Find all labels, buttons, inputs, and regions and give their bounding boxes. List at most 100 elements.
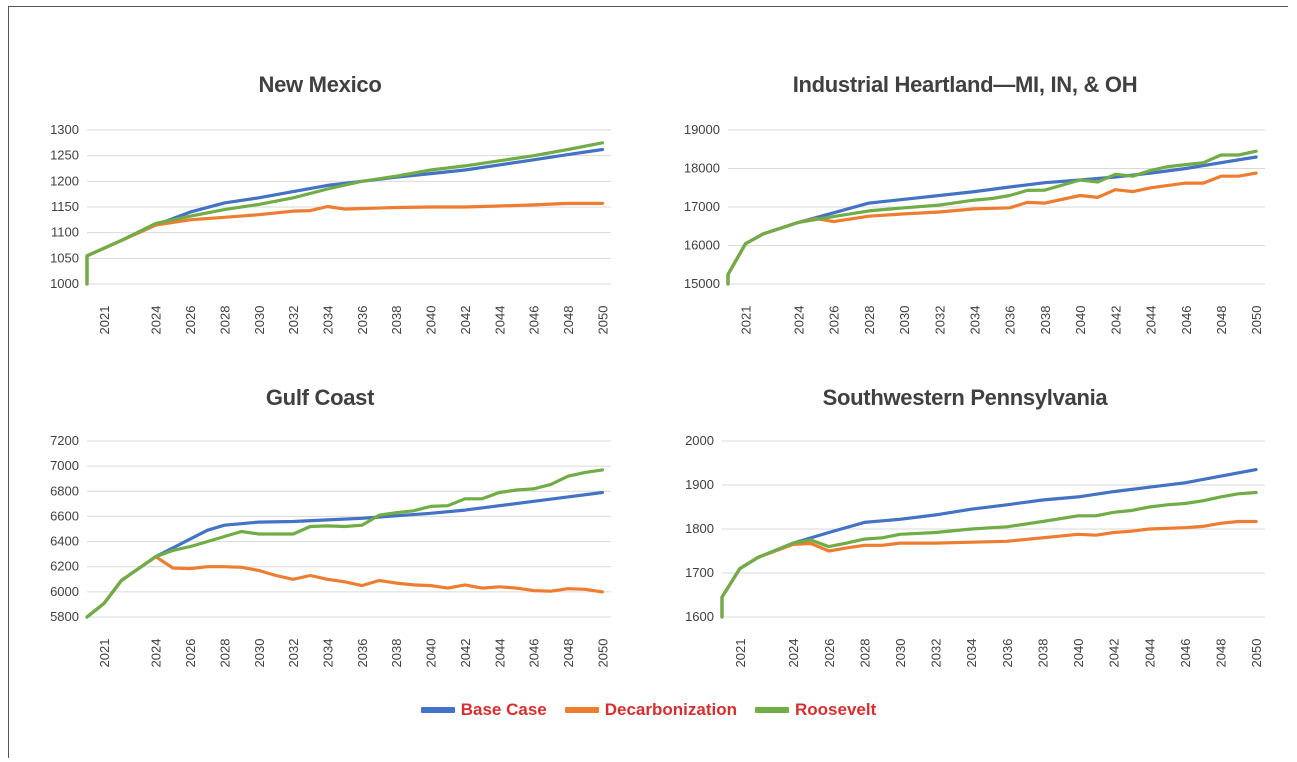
x-tick-label: 2026 — [822, 639, 837, 668]
x-tick-label: 2024 — [786, 639, 801, 668]
x-tick-label: 2028 — [217, 306, 232, 335]
x-tick-label: 2036 — [355, 306, 370, 335]
legend-swatch — [755, 707, 789, 713]
x-tick-label: 2044 — [492, 639, 507, 668]
x-tick-label: 2048 — [561, 306, 576, 335]
series-line-decarbonization — [85, 201, 604, 286]
legend-item-roosevelt: Roosevelt — [755, 700, 876, 720]
x-tick-label: 2034 — [964, 639, 979, 668]
x-tick-label: 2024 — [149, 306, 164, 335]
x-tick-label: 2044 — [1142, 639, 1157, 668]
x-tick-label: 2024 — [149, 639, 164, 668]
y-tick-label: 1700 — [685, 565, 714, 580]
x-tick-label: 2044 — [492, 306, 507, 335]
chart-svg: 5800 6000 6200 6400 6600 6800 7000 7200 2021 2024… — [50, 433, 611, 668]
x-tick-label: 2032 — [932, 306, 947, 335]
legend-label: Base Case — [460, 700, 547, 719]
y-tick-label: 1100 — [51, 225, 79, 240]
x-tick-label: 2050 — [595, 639, 610, 668]
y-tick-label: 6800 — [50, 483, 79, 498]
x-tick-label: 2030 — [252, 639, 267, 668]
legend-item-base-case: Base Case — [420, 700, 547, 720]
legend-swatch — [420, 707, 455, 713]
x-tick-label: 2042 — [1108, 306, 1123, 335]
y-tick-label: 1900 — [685, 477, 714, 492]
y-tick-label: 1800 — [685, 521, 714, 536]
x-tick-label: 2042 — [458, 306, 473, 335]
y-tick-label: 7000 — [50, 458, 79, 473]
x-tick-label: 2034 — [321, 306, 336, 335]
chart-panel-industrial-heartland: Industrial Heartland—MI, IN, & OH 15000 1… — [655, 72, 1275, 372]
y-tick-label: 6000 — [50, 584, 79, 599]
x-tick-label: 2038 — [389, 306, 404, 335]
x-tick-label: 2032 — [929, 639, 944, 668]
x-tick-label: 2021 — [97, 639, 112, 668]
x-tick-label: 2026 — [183, 639, 198, 668]
y-tick-label: 1300 — [50, 122, 79, 137]
x-tick-label: 2021 — [97, 306, 112, 335]
x-tick-label: 2036 — [355, 639, 370, 668]
y-tick-label: 7200 — [50, 433, 79, 448]
x-tick-label: 2040 — [1073, 306, 1088, 335]
y-tick-label: 18000 — [684, 161, 720, 176]
y-tick-label: 6400 — [50, 534, 79, 549]
x-tick-label: 2046 — [527, 639, 542, 668]
x-tick-label: 2038 — [1035, 639, 1050, 668]
y-tick-label: 1200 — [50, 173, 79, 188]
x-tick-label: 2036 — [1000, 639, 1015, 668]
x-tick-label: 2028 — [217, 639, 232, 668]
y-tick-label: 5800 — [50, 609, 79, 624]
series-line-roosevelt — [85, 468, 604, 619]
y-tick-label: 17000 — [684, 199, 720, 214]
x-tick-label: 2036 — [1003, 306, 1018, 335]
chart-svg: 15000 16000 17000 18000 19000 2021 2024 2026 202… — [684, 122, 1265, 335]
x-tick-label: 2046 — [1179, 306, 1194, 335]
legend-swatch — [564, 707, 599, 713]
x-tick-label: 2044 — [1144, 306, 1159, 335]
y-tick-label: 6600 — [50, 508, 79, 523]
chart-svg: 1000 1050 1100 1150 1200 1250 1300 2021 2024 2026… — [50, 122, 611, 335]
x-tick-label: 2038 — [389, 639, 404, 668]
x-tick-label: 2030 — [893, 639, 908, 668]
series-line-decarbonization — [720, 519, 1258, 619]
x-tick-label: 2030 — [252, 306, 267, 335]
series-line-decarbonization — [85, 555, 604, 619]
y-tick-label: 19000 — [684, 122, 720, 137]
x-tick-label: 2048 — [1214, 306, 1229, 335]
x-tick-label: 2040 — [424, 639, 439, 668]
series-line-roosevelt — [85, 141, 604, 286]
x-tick-label: 2042 — [1107, 639, 1122, 668]
x-tick-label: 2034 — [321, 639, 336, 668]
chart-title: New Mexico — [258, 72, 382, 97]
y-tick-label: 1150 — [51, 199, 79, 214]
x-tick-label: 2040 — [424, 306, 439, 335]
chart-svg: 1600 1700 1800 1900 2000 2021 2024 2026 2028 2030… — [685, 433, 1265, 668]
y-tick-label: 6200 — [50, 559, 79, 574]
chart-panel-gulf-coast: Gulf Coast 5800 6000 6200 6400 6600 6800 7000 7… — [20, 385, 620, 685]
x-tick-label: 2048 — [1213, 639, 1228, 668]
x-tick-label: 2026 — [827, 306, 842, 335]
series-line-base-case — [85, 147, 604, 286]
x-tick-label: 2021 — [733, 639, 748, 668]
x-tick-label: 2046 — [527, 306, 542, 335]
series-line-roosevelt — [726, 149, 1258, 286]
chart-panel-new-mexico: New Mexico 1000 1050 1100 1150 1200 1250 1300 2… — [20, 72, 620, 372]
x-tick-label: 2028 — [857, 639, 872, 668]
chart-title: Gulf Coast — [265, 385, 375, 410]
legend-item-decarbonization: Decarbonization — [564, 700, 737, 720]
y-tick-label: 1000 — [50, 276, 79, 291]
x-tick-label: 2040 — [1071, 639, 1086, 668]
legend-label: Decarbonization — [604, 700, 737, 719]
x-tick-label: 2050 — [1249, 639, 1264, 668]
y-tick-label: 16000 — [684, 238, 720, 253]
x-tick-label: 2032 — [286, 639, 301, 668]
x-tick-label: 2024 — [791, 306, 806, 335]
chart-title: Southwestern Pennsylvania — [822, 385, 1108, 410]
x-tick-label: 2038 — [1038, 306, 1053, 335]
chart-panel-southwestern-pennsylvania: Southwestern Pennsylvania 1600 1700 1800 19… — [655, 385, 1275, 685]
series-line-roosevelt — [720, 490, 1258, 619]
x-tick-label: 2028 — [862, 306, 877, 335]
x-tick-label: 2042 — [458, 639, 473, 668]
x-tick-label: 2048 — [561, 639, 576, 668]
figure-frame — [8, 6, 1288, 758]
